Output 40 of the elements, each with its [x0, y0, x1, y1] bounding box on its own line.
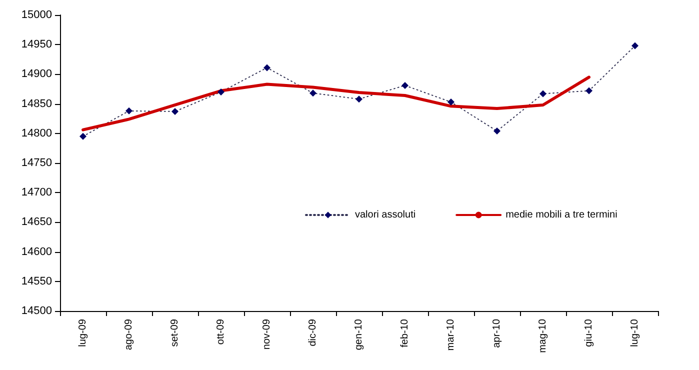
- x-tick-label: lug-10: [630, 318, 640, 347]
- x-tick-label: nov-09: [262, 318, 272, 350]
- y-tick-label: 14700: [21, 186, 52, 199]
- x-tick-label: mar-10: [446, 318, 456, 351]
- point: [402, 82, 408, 89]
- point: [540, 90, 546, 98]
- y-tick-label: 14850: [21, 98, 52, 110]
- point: [632, 42, 638, 50]
- point: [126, 107, 132, 114]
- x-tick-label: gen-10: [354, 318, 364, 350]
- point: [448, 98, 454, 106]
- point: [494, 128, 500, 135]
- y-tick-label: 14650: [21, 216, 52, 228]
- point: [310, 90, 316, 97]
- point: [264, 64, 270, 72]
- y-tick-label: 14750: [21, 157, 52, 169]
- line-series: [82, 76, 590, 132]
- x-tick-label: mag-10: [538, 318, 548, 353]
- y-tick-label: 14950: [21, 38, 52, 51]
- x-tick-label: ott-09: [216, 318, 226, 345]
- y-tick-label: 14500: [21, 305, 52, 317]
- x-tick-label: dic-09: [308, 318, 318, 346]
- y-tick-label: 15000: [21, 9, 52, 21]
- legend-label: valori assoluti: [355, 210, 416, 220]
- point: [218, 88, 224, 96]
- x-tick-label: set-09: [170, 318, 180, 347]
- y-tick-label: 14550: [21, 275, 52, 288]
- x-tick-label: giu-10: [584, 318, 594, 347]
- legend-label: medie mobili a tre termini: [506, 210, 618, 220]
- point: [80, 132, 86, 140]
- x-tick-label: lug-09: [78, 318, 88, 347]
- point: [172, 108, 178, 115]
- y-tick-label: 14800: [21, 127, 52, 140]
- point: [356, 96, 362, 103]
- x-tick-label: feb-10: [400, 318, 410, 348]
- y-tick-label: 14900: [21, 68, 52, 80]
- point: [586, 87, 592, 94]
- x-tick-label: ago-09: [124, 318, 134, 350]
- x-tick-label: apr-10: [492, 318, 502, 348]
- y-tick-label: 14600: [21, 246, 52, 258]
